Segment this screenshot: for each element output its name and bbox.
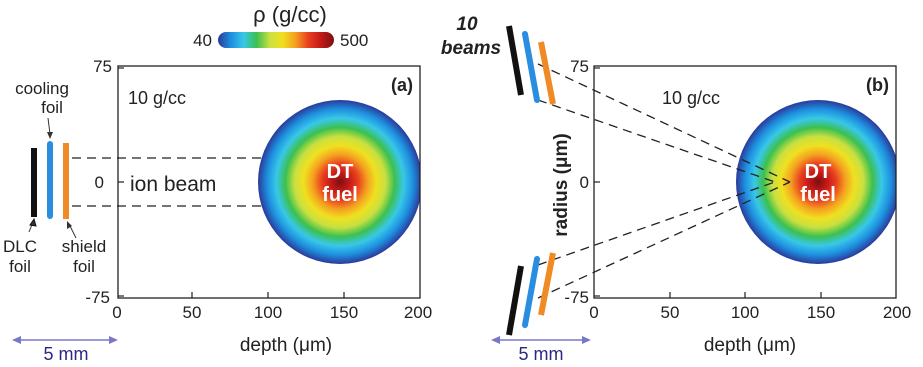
dt-fuel-sphere-a	[258, 100, 420, 264]
colorbar-gradient	[218, 32, 334, 48]
scale-bar-label-b: 5 mm	[519, 344, 564, 364]
xtick-a-100: 100	[254, 303, 282, 322]
dlc-foil-b-lower	[506, 265, 524, 336]
xtick-b-150: 150	[807, 303, 835, 322]
beam-lower-1	[537, 181, 776, 266]
fuel-label-b-line2: fuel	[800, 184, 836, 206]
colorbar-min-label: 40	[193, 31, 212, 50]
colorbar: ρ (g/cc) 40 500	[193, 2, 368, 50]
cooling-foil-arrow	[47, 132, 53, 139]
density-label-a: 10 g/cc	[128, 88, 186, 108]
cooling-label-line1: cooling	[15, 79, 69, 98]
beams-word-label: beams	[441, 38, 501, 59]
panel-b: 10 beams 10 g/cc (b) DT fuel radius (μm)…	[441, 14, 911, 364]
ytick-a-bottom: -75	[85, 288, 110, 307]
dlc-foil-b-upper	[506, 25, 524, 96]
xtick-b-100: 100	[731, 303, 759, 322]
xtick-a-200: 200	[404, 303, 432, 322]
dlc-label-line2: foil	[9, 257, 31, 276]
shield-label-line1: shield	[62, 237, 106, 256]
xtick-b-0: 0	[589, 303, 598, 322]
colorbar-max-label: 500	[340, 31, 368, 50]
panel-a: cooling foil DLC foil shield foil ion be…	[3, 57, 432, 364]
xtick-b-50: 50	[661, 303, 680, 322]
beams-count-label: 10	[456, 14, 478, 35]
fuel-label-a-line1: DT	[327, 161, 354, 183]
colorbar-title: ρ (g/cc)	[253, 2, 327, 27]
ytick-b-mid: 0	[580, 173, 589, 192]
density-label-b: 10 g/cc	[662, 88, 720, 108]
xlabel-a: depth (μm)	[240, 335, 332, 356]
xtick-a-50: 50	[183, 303, 202, 322]
dlc-label-line1: DLC	[3, 237, 37, 256]
shield-label-line2: foil	[73, 257, 95, 276]
beam-upper-1	[537, 63, 791, 183]
ion-beam-label: ion beam	[130, 173, 216, 196]
xtick-a-150: 150	[330, 303, 358, 322]
shield-foil-b-lower	[538, 252, 556, 316]
xlabel-b: depth (μm)	[704, 335, 796, 356]
ylabel-b: radius (μm)	[551, 133, 572, 236]
ytick-b-bottom: -75	[564, 288, 589, 307]
cooling-foil-b-lower	[522, 256, 540, 328]
fuel-label-a-line2: fuel	[322, 184, 358, 206]
scale-bar-label-a: 5 mm	[44, 344, 89, 364]
panel-label-a: (a)	[391, 75, 413, 95]
xtick-a-0: 0	[112, 303, 121, 322]
ytick-b-top: 75	[570, 57, 589, 76]
shield-foil-b-upper	[538, 41, 556, 105]
panel-label-b: (b)	[866, 75, 889, 95]
cooling-label-line2: foil	[41, 98, 63, 117]
xtick-b-200: 200	[883, 303, 911, 322]
dlc-foil-arrow	[29, 217, 37, 227]
fuel-label-b-line1: DT	[805, 161, 832, 183]
shield-foil-arrow	[67, 221, 72, 229]
beam-upper-2	[537, 99, 776, 183]
ytick-a-top: 75	[93, 57, 112, 76]
ytick-a-mid: 0	[95, 173, 104, 192]
cooling-foil-b-upper	[522, 31, 540, 103]
beam-lower-2	[537, 181, 791, 299]
dt-fuel-sphere-b	[736, 100, 896, 264]
